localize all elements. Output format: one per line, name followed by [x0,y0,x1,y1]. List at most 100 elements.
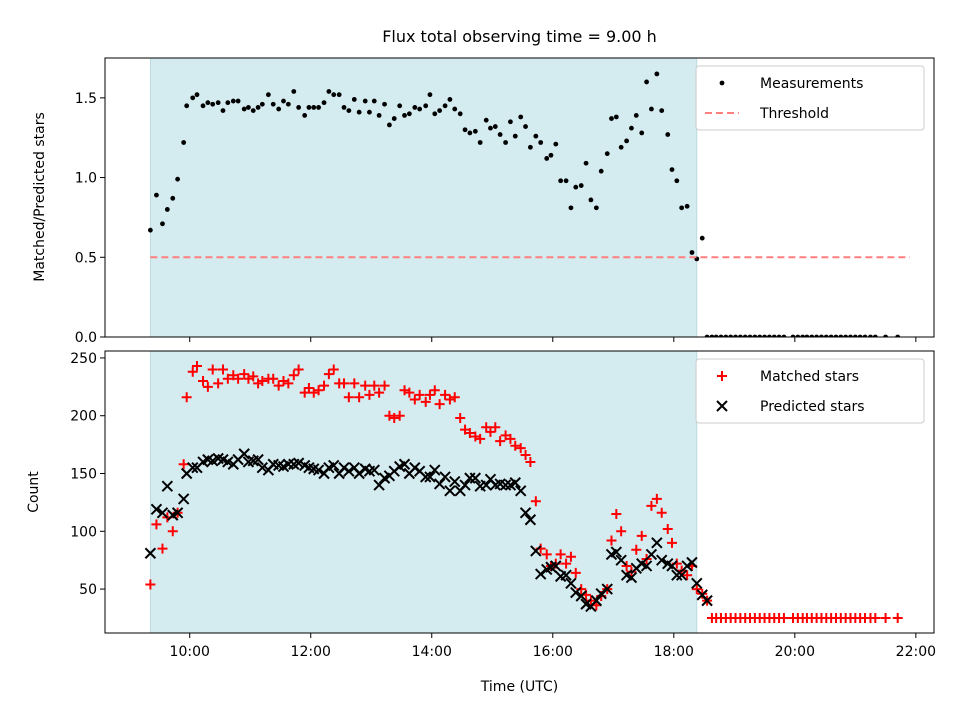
measurement-point [649,106,654,112]
measurement-point [767,334,772,337]
matched-star-point [464,428,475,439]
measurement-point [265,92,271,98]
matched-star-point [455,413,466,424]
measurement-point [558,178,564,184]
measurement-point [154,192,159,198]
measurement-point [281,98,286,104]
count-legend: Matched stars Predicted stars [695,358,925,424]
predicted-star-point [433,478,446,490]
measurement-point [205,100,211,106]
predicted-star-point [509,477,521,489]
observing-window-shade-bottom [149,350,698,634]
matched-star-point [323,369,334,380]
matched-star-point [440,389,451,400]
measurement-point [467,130,473,136]
measurement-point [442,103,448,109]
measurement-point [538,140,544,145]
matched-star-point [364,389,375,400]
matched-star-point [243,373,254,384]
y-tick-label: 150 [70,467,97,483]
measurement-point [781,334,787,337]
observing-window-shade-top [149,57,698,338]
ratio-plot-area [147,71,910,337]
predicted-star-point [499,479,512,491]
predicted-star-point [595,587,607,600]
matched-star-point [444,394,455,405]
matched-star-point [222,373,233,384]
matched-star-point [621,560,632,571]
measurement-point [326,89,332,94]
matched-star-point [606,535,617,546]
ratio-legend: Measurements Threshold [695,65,925,131]
measurement-point [857,334,863,337]
predicted-star-point [156,507,169,519]
panel-count: 50 100 150 200 250 10:00 12:00 14:00 16:00 18:00… [26,350,936,660]
measurement-point [669,167,675,173]
matched-star-point [510,440,521,451]
measurement-point [160,221,165,227]
measurement-point [462,127,468,133]
series-predicted-stars [144,448,713,613]
predicted-star-point [171,507,184,519]
matched-star-point [157,543,168,554]
matched-star-point [490,422,501,433]
matched-star-point [303,382,314,393]
measurement-point [639,130,645,136]
predicted-star-point [590,594,603,607]
y-tick-label: 0.0 [75,330,97,346]
matched-star-point [191,361,202,372]
predicted-star-point [459,479,471,491]
measurement-point [508,119,513,125]
measurement-point [633,112,639,118]
predicted-star-point [666,560,678,572]
measurement-point [563,178,569,184]
measurement-point [367,109,372,115]
matched-star-point [495,436,506,447]
measurement-point [548,152,554,158]
measurement-point [423,103,429,109]
measurement-point [644,79,649,85]
measurement-point [862,334,868,337]
measurement-point [492,124,498,129]
measurement-point [609,116,614,121]
predicted-star-point [615,554,627,566]
matched-star-point [354,392,365,403]
measurement-point [848,334,853,337]
x-tick-label: 20:00 [775,644,815,660]
matched-star-point [339,378,350,389]
measurement-point [718,334,724,337]
predicted-star-point [645,548,658,561]
matched-star-point [525,456,536,467]
measurement-point [828,334,834,337]
matched-star-point [181,392,192,403]
measurement-point [210,101,216,107]
predicted-star-point [449,475,461,488]
measurement-point [742,334,748,337]
matched-star-point [217,364,228,375]
matched-star-point [308,387,319,398]
measurement-point [518,114,524,120]
predicted-star-point [651,537,663,549]
matched-star-point [233,373,244,384]
observing-window-band [149,350,698,634]
measurement-point [654,71,660,77]
measurement-point [757,334,763,337]
legend-label: Predicted stars [760,399,865,415]
predicted-star-point [519,507,532,519]
predicted-star-point [328,459,340,472]
measurement-point [306,105,312,110]
measurement-point [804,334,810,337]
matched-star-point [167,526,178,537]
matched-star-point [892,612,903,623]
measurement-point [255,105,261,110]
y-tick-label: 100 [70,524,97,540]
matched-star-point [616,526,627,537]
predicted-star-point [671,569,683,581]
measurement-point [321,100,327,106]
matched-star-point [880,612,891,623]
y-tick-label: 50 [79,582,97,598]
predicted-star-point [439,471,451,483]
measurement-point [391,116,397,121]
measurement-point [578,183,584,188]
measurement-point [852,334,858,337]
